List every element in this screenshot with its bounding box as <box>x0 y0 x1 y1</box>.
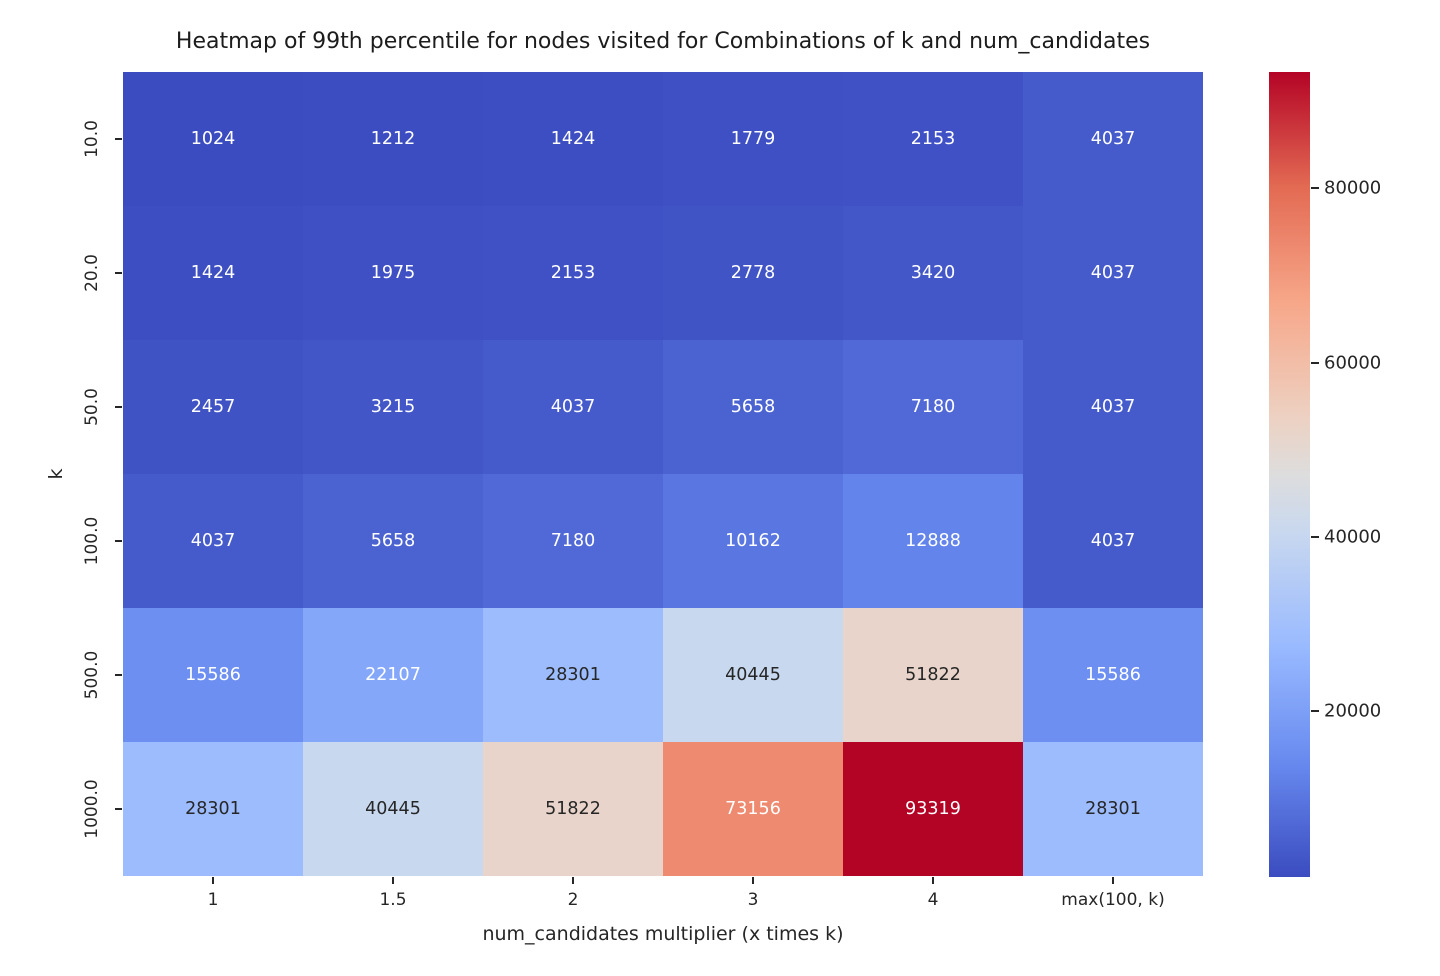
x-tick-label: 4 <box>927 890 939 910</box>
heatmap-cell: 28301 <box>123 742 303 876</box>
chart-title: Heatmap of 99th percentile for nodes vis… <box>175 29 1151 54</box>
heatmap-cell: 5658 <box>303 474 483 608</box>
heatmap-cell: 7180 <box>843 340 1023 474</box>
heatmap-cell: 4037 <box>123 474 303 608</box>
colorbar-tick-label: 20000 <box>1324 700 1382 722</box>
x-tick-mark <box>212 877 214 884</box>
heatmap-grid: 1024 1212 1424 1779 2153 4037 1424 1975 2153 2778… <box>123 72 1203 876</box>
x-tick-mark <box>1112 877 1114 884</box>
heatmap-cell: 10162 <box>663 474 843 608</box>
x-tick-label: 1 <box>207 890 219 910</box>
y-tick-label: 50.0 <box>82 388 102 426</box>
y-tick-label: 100.0 <box>82 516 102 566</box>
colorbar-tick-mark <box>1311 187 1319 190</box>
x-axis-label: num_candidates multiplier (x times k) <box>482 923 844 945</box>
y-tick-label: 20.0 <box>82 254 102 292</box>
heatmap-cell: 51822 <box>483 742 663 876</box>
x-tick-label: 2 <box>567 890 579 910</box>
y-tick-mark <box>115 272 122 274</box>
x-tick-label: max(100, k) <box>1061 890 1165 910</box>
heatmap-cell: 12888 <box>843 474 1023 608</box>
heatmap-cell: 4037 <box>483 340 663 474</box>
heatmap-cell: 2153 <box>483 206 663 340</box>
y-tick-label: 1000.0 <box>82 779 102 839</box>
colorbar-tick-label: 80000 <box>1324 177 1382 199</box>
heatmap-cell: 4037 <box>1023 206 1203 340</box>
heatmap-cell: 2153 <box>843 72 1023 206</box>
y-tick-mark <box>115 808 122 810</box>
x-tick-mark <box>752 877 754 884</box>
x-tick-mark <box>392 877 394 884</box>
colorbar-tick-label: 60000 <box>1324 352 1382 374</box>
heatmap-cell: 51822 <box>843 608 1023 742</box>
heatmap-cell: 5658 <box>663 340 843 474</box>
heatmap-cell: 1212 <box>303 72 483 206</box>
heatmap-cell: 1424 <box>483 72 663 206</box>
heatmap-cell: 4037 <box>1023 474 1203 608</box>
heatmap-cell: 1024 <box>123 72 303 206</box>
y-tick-mark <box>115 138 122 140</box>
colorbar-tick-label: 40000 <box>1324 526 1382 548</box>
heatmap-cell: 2778 <box>663 206 843 340</box>
y-tick-mark <box>115 674 122 676</box>
colorbar-tick-mark <box>1311 536 1319 539</box>
heatmap-cell: 15586 <box>123 608 303 742</box>
heatmap-cell: 1424 <box>123 206 303 340</box>
colorbar-tick-mark <box>1311 361 1319 364</box>
heatmap-cell: 93319 <box>843 742 1023 876</box>
x-tick-label: 3 <box>747 890 759 910</box>
heatmap-cell: 1975 <box>303 206 483 340</box>
y-tick-label: 10.0 <box>82 120 102 158</box>
colorbar-tick-mark <box>1311 710 1319 713</box>
heatmap-cell: 4037 <box>1023 340 1203 474</box>
colorbar <box>1269 72 1310 877</box>
y-tick-mark <box>115 406 122 408</box>
heatmap-cell: 1779 <box>663 72 843 206</box>
heatmap-cell: 2457 <box>123 340 303 474</box>
heatmap-cell: 3215 <box>303 340 483 474</box>
heatmap-cell: 28301 <box>1023 742 1203 876</box>
x-tick-label: 1.5 <box>379 890 407 910</box>
heatmap-cell: 73156 <box>663 742 843 876</box>
x-tick-mark <box>572 877 574 884</box>
y-tick-mark <box>115 540 122 542</box>
x-tick-mark <box>932 877 934 884</box>
heatmap-cell: 4037 <box>1023 72 1203 206</box>
y-tick-label: 500.0 <box>82 650 102 700</box>
heatmap-cell: 15586 <box>1023 608 1203 742</box>
heatmap-cell: 3420 <box>843 206 1023 340</box>
heatmap-cell: 40445 <box>303 742 483 876</box>
y-axis-label: k <box>45 468 67 480</box>
heatmap-cell: 28301 <box>483 608 663 742</box>
heatmap-cell: 40445 <box>663 608 843 742</box>
heatmap-cell: 7180 <box>483 474 663 608</box>
heatmap-cell: 22107 <box>303 608 483 742</box>
